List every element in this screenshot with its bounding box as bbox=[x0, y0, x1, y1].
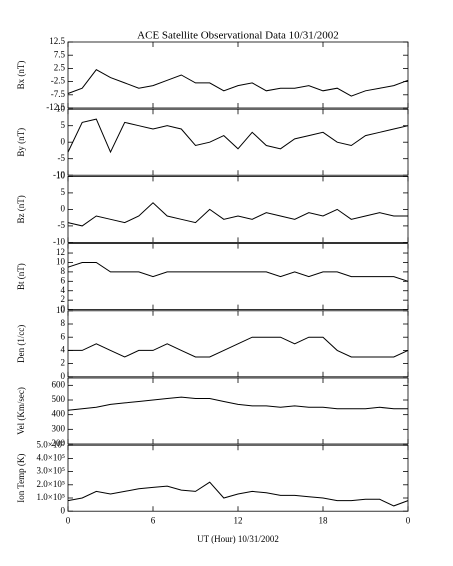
y-tick-label: 10 bbox=[56, 257, 66, 267]
y-axis-label: Bt (nT) bbox=[16, 263, 26, 290]
y-tick-label: 2 bbox=[61, 294, 66, 304]
y-tick-label: 0 bbox=[61, 304, 66, 314]
y-tick-label: 3.0×10⁵ bbox=[37, 466, 65, 476]
x-tick-label: 6 bbox=[151, 515, 156, 525]
y-tick-label: 8 bbox=[61, 266, 66, 276]
y-axis-label: Den (1/cc) bbox=[16, 325, 26, 363]
data-line bbox=[67, 396, 408, 411]
y-tick-label: 10 bbox=[56, 103, 66, 113]
data-line bbox=[67, 262, 409, 282]
y-tick-label: 5.0×10⁵ bbox=[37, 439, 65, 449]
y-tick-label: 4.0×10⁵ bbox=[37, 452, 65, 462]
y-tick-label: 6 bbox=[61, 331, 66, 341]
y-axis-label: Bx (nT) bbox=[16, 61, 26, 90]
y-axis-label: By (nT) bbox=[16, 128, 26, 157]
chart-title: ACE Satellite Observational Data 10/31/2… bbox=[137, 30, 339, 42]
y-tick-label: 2 bbox=[61, 358, 66, 368]
y-tick-label: 8 bbox=[61, 318, 66, 328]
y-tick-label: 400 bbox=[52, 409, 66, 419]
y-tick-label: 10 bbox=[56, 170, 66, 180]
y-tick-label: -7.5 bbox=[51, 89, 66, 99]
y-tick-label: 10 bbox=[56, 305, 66, 315]
x-tick-label: 18 bbox=[319, 515, 329, 525]
y-tick-label: -5 bbox=[58, 153, 66, 163]
y-tick-label: 6 bbox=[61, 275, 66, 285]
y-tick-label: 200 bbox=[52, 438, 66, 448]
data-line bbox=[67, 202, 408, 227]
y-tick-label: -10 bbox=[53, 169, 65, 179]
panel-frame bbox=[67, 175, 409, 243]
panel-frame bbox=[67, 41, 409, 109]
y-tick-label: 1.0×10⁵ bbox=[37, 492, 65, 502]
x-tick-label: 0 bbox=[406, 515, 411, 525]
data-line bbox=[67, 69, 409, 97]
y-tick-label: 5 bbox=[61, 120, 66, 130]
y-tick-label: -2.5 bbox=[51, 76, 66, 86]
panel-frame bbox=[67, 108, 409, 176]
y-tick-label: 5 bbox=[61, 187, 66, 197]
x-axis-label: UT (Hour) 10/31/2002 bbox=[197, 534, 279, 544]
y-tick-label: 500 bbox=[52, 394, 66, 404]
data-line bbox=[67, 118, 409, 154]
y-tick-label: 2.0×10⁵ bbox=[37, 479, 65, 489]
y-tick-label: 600 bbox=[52, 379, 66, 389]
panel-frame bbox=[67, 377, 409, 445]
x-tick-label: 12 bbox=[234, 515, 243, 525]
y-tick-label: 12 bbox=[56, 247, 65, 257]
y-axis-label: Vel (Km/sec) bbox=[16, 387, 26, 435]
y-tick-label: 0 bbox=[61, 371, 66, 381]
y-tick-label: -10 bbox=[53, 236, 65, 246]
y-axis-label: Ion Temp (K) bbox=[16, 454, 26, 503]
data-line bbox=[67, 481, 409, 507]
x-tick-label: 0 bbox=[66, 515, 71, 525]
y-tick-label: 4 bbox=[61, 344, 66, 354]
y-tick-label: 0 bbox=[61, 136, 66, 146]
y-axis-label: Bz (nT) bbox=[16, 195, 26, 223]
panel-frame bbox=[67, 444, 409, 512]
y-tick-label: 4 bbox=[61, 285, 66, 295]
y-tick-label: 300 bbox=[52, 423, 66, 433]
y-tick-label: 7.5 bbox=[54, 49, 66, 59]
y-tick-label: -12.5 bbox=[46, 102, 65, 112]
y-tick-label: 0 bbox=[61, 505, 66, 515]
y-tick-label: 12.5 bbox=[49, 36, 65, 46]
y-tick-label: 2.5 bbox=[54, 62, 66, 72]
y-tick-label: -5 bbox=[58, 220, 66, 230]
data-line bbox=[68, 336, 409, 358]
y-tick-label: 0 bbox=[61, 203, 66, 213]
